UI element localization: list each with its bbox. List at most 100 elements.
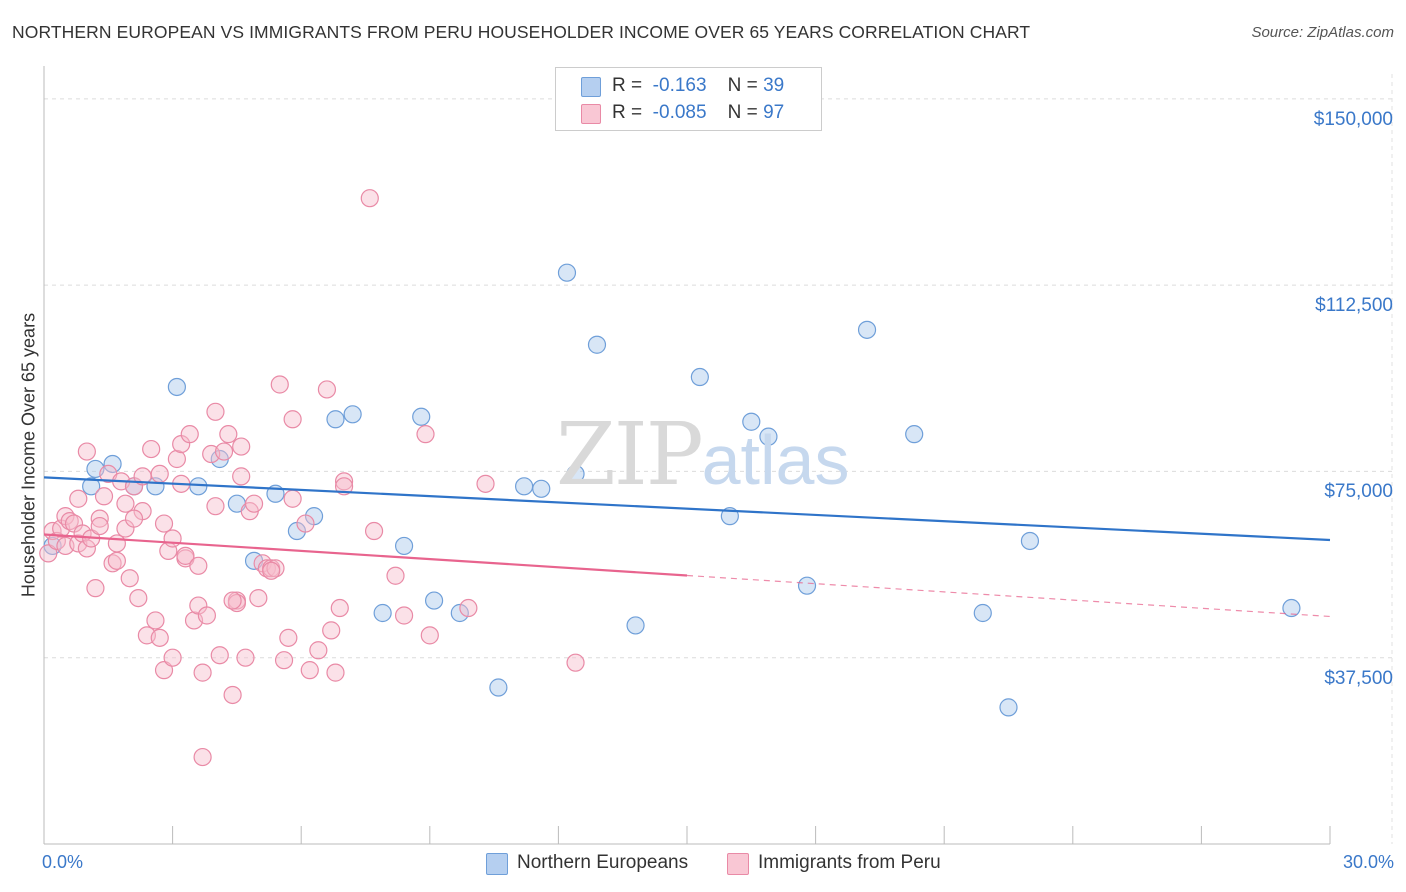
point-immigrant-peru	[334, 477, 354, 496]
point-immigrant-peru	[189, 556, 208, 575]
point-northern-european	[326, 410, 345, 429]
point-immigrant-peru	[223, 591, 242, 610]
point-northern-european	[1020, 531, 1040, 551]
point-immigrant-peru	[244, 494, 264, 513]
point-immigrant-peru	[330, 598, 349, 618]
x-tick-label: 0.0%	[42, 852, 84, 872]
bottom-legend-swatch-immigrants-from-peru	[727, 853, 749, 875]
legend: R = -0.163 N = 39 R = -0.085 N = 97	[555, 67, 822, 131]
point-immigrant-peru	[223, 685, 242, 705]
point-northern-european	[973, 603, 992, 623]
point-immigrant-peru	[69, 489, 88, 508]
legend-r-value: -0.085	[652, 102, 707, 123]
point-northern-european	[566, 464, 585, 484]
point-immigrant-peru	[90, 516, 109, 536]
point-immigrant-peru	[142, 439, 161, 459]
axis-layer	[43, 66, 1331, 845]
point-immigrant-peru	[154, 514, 174, 533]
point-northern-european	[905, 425, 924, 444]
y-tick-label: $37,500	[1324, 667, 1393, 689]
legend-r-label: R =	[612, 75, 643, 96]
point-immigrant-peru	[364, 521, 384, 541]
point-northern-european	[742, 412, 761, 431]
point-immigrant-peru	[124, 509, 144, 528]
point-immigrant-peru	[459, 598, 478, 618]
point-immigrant-peru	[386, 566, 405, 585]
point-immigrant-peru	[232, 467, 251, 486]
point-northern-european	[797, 576, 817, 595]
point-northern-european	[690, 367, 709, 387]
point-northern-european	[515, 477, 534, 496]
point-immigrant-peru	[116, 494, 135, 513]
point-immigrant-peru	[360, 189, 379, 208]
point-immigrant-peru	[206, 402, 225, 421]
point-northern-european	[343, 405, 362, 424]
point-northern-european	[626, 616, 645, 635]
point-northern-european	[82, 477, 101, 496]
points-layer	[39, 189, 1301, 767]
point-northern-european	[167, 377, 186, 397]
point-immigrant-peru	[249, 588, 268, 608]
point-northern-european	[412, 407, 431, 426]
point-immigrant-peru	[163, 529, 182, 548]
x-tick-label: 30.0%	[1342, 852, 1394, 872]
point-immigrant-peru	[270, 375, 289, 394]
chart-title: NORTHERN EUROPEAN VS IMMIGRANTS FROM PER…	[12, 22, 1031, 42]
point-immigrant-peru	[77, 442, 96, 461]
point-immigrant-peru	[193, 663, 212, 682]
legend-r-label: R =	[612, 102, 643, 123]
grid-layer	[44, 74, 1395, 844]
trend-line-immigrants-peru	[43, 533, 688, 577]
point-immigrant-peru	[300, 661, 319, 680]
point-northern-european	[394, 536, 414, 556]
point-immigrant-peru	[39, 544, 58, 563]
legend-swatch-immigrants-from-peru	[581, 104, 601, 124]
legend-r-value: -0.163	[652, 75, 707, 96]
point-immigrant-peru	[154, 661, 174, 680]
point-immigrant-peru	[150, 628, 169, 647]
point-immigrant-peru	[163, 648, 182, 667]
point-immigrant-peru	[420, 626, 439, 645]
point-immigrant-peru	[193, 747, 212, 767]
point-immigrant-peru	[283, 410, 302, 429]
legend-swatch-northern-europeans	[581, 77, 601, 97]
y-tick-label: $112,500	[1315, 295, 1393, 317]
point-immigrant-peru	[416, 425, 435, 444]
point-immigrant-peru	[176, 546, 195, 565]
point-northern-european	[103, 454, 122, 474]
point-immigrant-peru	[86, 579, 105, 598]
point-immigrant-peru	[236, 648, 255, 667]
point-immigrant-peru	[334, 472, 354, 491]
point-immigrant-peru	[107, 534, 126, 553]
y-tick-label: $150,000	[1313, 108, 1393, 130]
point-immigrant-peru	[219, 425, 238, 444]
point-immigrant-peru	[197, 606, 216, 625]
point-immigrant-peru	[296, 514, 315, 533]
bottom-legend-label: Northern Europeans	[517, 852, 689, 873]
point-immigrant-peru	[129, 588, 148, 608]
point-immigrant-peru	[279, 628, 298, 647]
point-immigrant-peru	[120, 569, 139, 588]
point-immigrant-peru	[214, 442, 234, 461]
trend-line-northern-europeans	[43, 476, 1331, 542]
point-immigrant-peru	[210, 646, 229, 665]
point-northern-european	[189, 477, 208, 496]
point-northern-european	[857, 320, 877, 339]
legend-n-value: 39	[763, 75, 785, 96]
y-axis-label: Householder Income Over 65 years	[18, 312, 39, 598]
bottom-legend: Northern Europeans Immigrants from Peru	[0, 852, 1406, 878]
point-immigrant-peru	[262, 561, 281, 580]
point-northern-european	[759, 427, 778, 446]
point-northern-european	[587, 335, 607, 354]
point-immigrant-peru	[309, 641, 328, 660]
point-northern-european	[1282, 598, 1301, 618]
point-immigrant-peru	[322, 621, 341, 640]
point-immigrant-peru	[394, 606, 414, 625]
point-immigrant-peru	[167, 449, 186, 469]
point-immigrant-peru	[94, 487, 114, 506]
point-immigrant-peru	[476, 474, 495, 493]
point-immigrant-peru	[326, 663, 345, 682]
point-immigrant-peru	[566, 653, 585, 672]
legend-n-label: N =	[727, 102, 758, 123]
